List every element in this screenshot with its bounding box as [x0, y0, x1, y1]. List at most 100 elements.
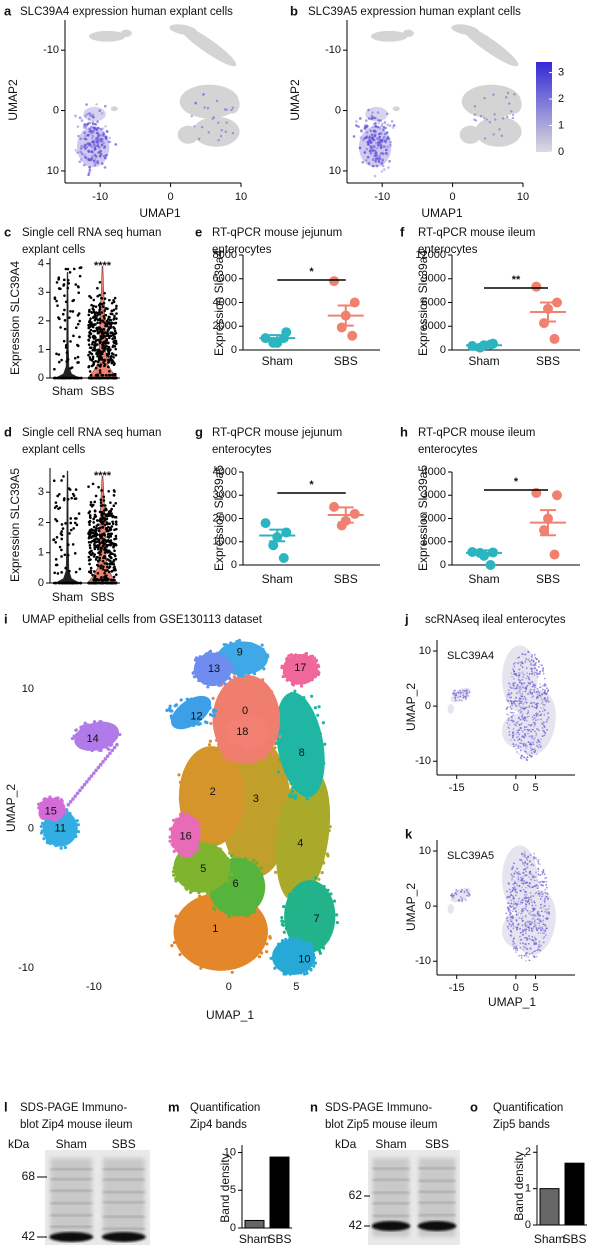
expressing-cell	[512, 720, 515, 723]
y-tick-label: 0	[230, 1222, 236, 1234]
cell-point	[215, 885, 219, 889]
expressing-cell	[523, 864, 526, 867]
expressing-cell	[515, 686, 518, 688]
expressing-cell	[367, 108, 370, 112]
cell-point	[182, 881, 186, 885]
expressing-cell	[534, 950, 537, 953]
cell-point	[331, 916, 336, 920]
cell-point	[261, 647, 265, 652]
expressing-cell	[89, 125, 93, 129]
expressing-cell	[87, 133, 90, 137]
expressing-cell	[385, 148, 388, 152]
expressing-cell	[537, 870, 540, 873]
expressing-cell	[459, 689, 461, 692]
cell-point	[170, 834, 175, 839]
expressing-cell	[544, 692, 546, 695]
expressing-cell	[505, 912, 508, 915]
expressing-cell	[465, 899, 468, 902]
expressing-cell	[373, 174, 377, 178]
expressing-cell	[79, 150, 82, 154]
panel-label: g	[195, 424, 203, 439]
cell-cluster	[227, 716, 268, 748]
expressing-cell	[88, 112, 91, 115]
expressing-cell	[547, 716, 550, 719]
expressing-cell	[506, 906, 509, 909]
expressing-cell	[520, 876, 523, 879]
expressing-cell	[516, 883, 518, 885]
cell-point	[112, 363, 116, 366]
cell-point	[88, 370, 92, 373]
expressing-cell	[372, 116, 375, 119]
cell-point	[110, 748, 115, 753]
cell-point	[100, 533, 104, 536]
expressing-cell	[530, 895, 533, 897]
expressing-cell	[533, 717, 536, 720]
expressing-cell	[532, 743, 535, 746]
expressing-cell	[370, 145, 373, 148]
cluster-label: 17	[294, 662, 306, 674]
cell-point	[258, 718, 263, 722]
expressing-cell	[541, 693, 543, 695]
cell-point	[198, 722, 202, 726]
cell-point	[228, 677, 232, 681]
expressing-cell	[99, 137, 103, 141]
cell-point	[176, 871, 180, 876]
expressing-cell	[514, 687, 517, 690]
category-label: SBS	[90, 590, 114, 604]
expressing-cell	[512, 731, 515, 734]
cell-point	[73, 376, 76, 380]
cell-point	[195, 658, 199, 663]
cell-point	[328, 825, 332, 829]
marker-label: 62	[349, 1188, 363, 1202]
expressing-cell	[543, 931, 546, 934]
expressing-cell	[506, 902, 509, 904]
data-point	[549, 333, 560, 344]
cell-point	[98, 558, 101, 562]
cell-point	[95, 311, 98, 314]
cell-point	[231, 668, 235, 672]
cell-point	[109, 551, 112, 554]
cell-point	[72, 734, 76, 738]
cell-point	[100, 330, 103, 333]
expressing-cell	[530, 878, 532, 881]
expressing-cell	[513, 93, 516, 96]
cell-point	[184, 815, 188, 820]
cell-point	[72, 527, 75, 530]
expressing-cell	[97, 126, 100, 130]
cell-point	[244, 642, 248, 646]
cell-point	[65, 351, 69, 354]
expressing-cell	[509, 891, 512, 894]
expressing-cell	[528, 903, 531, 905]
expressing-cell	[539, 664, 541, 666]
cell-point	[97, 578, 101, 582]
cell-point	[108, 298, 111, 302]
cell-point	[187, 816, 191, 820]
expressing-cell	[543, 905, 546, 907]
cell-cluster	[275, 692, 325, 798]
expressing-cell	[505, 115, 509, 119]
expressing-cell	[461, 897, 464, 900]
expressing-cell	[528, 885, 531, 888]
cell-point	[106, 514, 109, 518]
colorbar-label: 3	[558, 66, 564, 78]
expressing-cell	[521, 899, 524, 902]
expressing-cell	[535, 732, 538, 735]
expressing-cell	[543, 730, 546, 733]
y-tick-label: 3000	[422, 489, 446, 501]
cell-point	[273, 954, 277, 959]
expressing-cell	[519, 942, 522, 945]
expressing-cell	[544, 699, 547, 702]
expressing-cell	[89, 114, 92, 117]
expressing-cell	[535, 942, 538, 944]
cell-point	[89, 501, 93, 504]
cell-point	[93, 509, 97, 513]
expressing-cell	[530, 662, 532, 665]
panel-title: enterocytes	[418, 444, 478, 456]
expressing-cell	[512, 937, 515, 940]
x-tick-label: 0	[168, 191, 174, 203]
expressing-cell	[453, 692, 456, 695]
cell-point	[222, 652, 226, 657]
cell-point	[52, 479, 56, 483]
cell-point	[87, 555, 91, 559]
expressing-cell	[525, 653, 527, 656]
